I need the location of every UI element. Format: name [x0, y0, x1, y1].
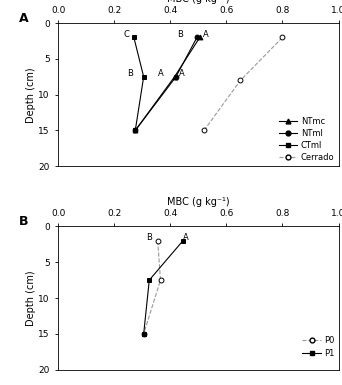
Y-axis label: Depth (cm): Depth (cm) — [26, 270, 36, 326]
Text: B: B — [177, 30, 183, 39]
Text: B: B — [146, 233, 152, 243]
Text: A: A — [202, 30, 208, 39]
Text: B: B — [19, 215, 28, 228]
Y-axis label: Depth (cm): Depth (cm) — [26, 67, 36, 122]
Text: A: A — [179, 69, 184, 78]
X-axis label: MBC (g kg⁻¹): MBC (g kg⁻¹) — [167, 0, 230, 3]
Legend: NTmc, NTml, CTml, Cerrado: NTmc, NTml, CTml, Cerrado — [279, 117, 334, 162]
X-axis label: MBC (g kg⁻¹): MBC (g kg⁻¹) — [167, 197, 230, 207]
Text: B: B — [127, 69, 133, 78]
Text: C: C — [124, 30, 130, 39]
Text: A: A — [183, 233, 189, 243]
Legend: P0, P1: P0, P1 — [302, 336, 334, 358]
Text: A: A — [19, 12, 28, 25]
Text: A: A — [158, 69, 163, 78]
